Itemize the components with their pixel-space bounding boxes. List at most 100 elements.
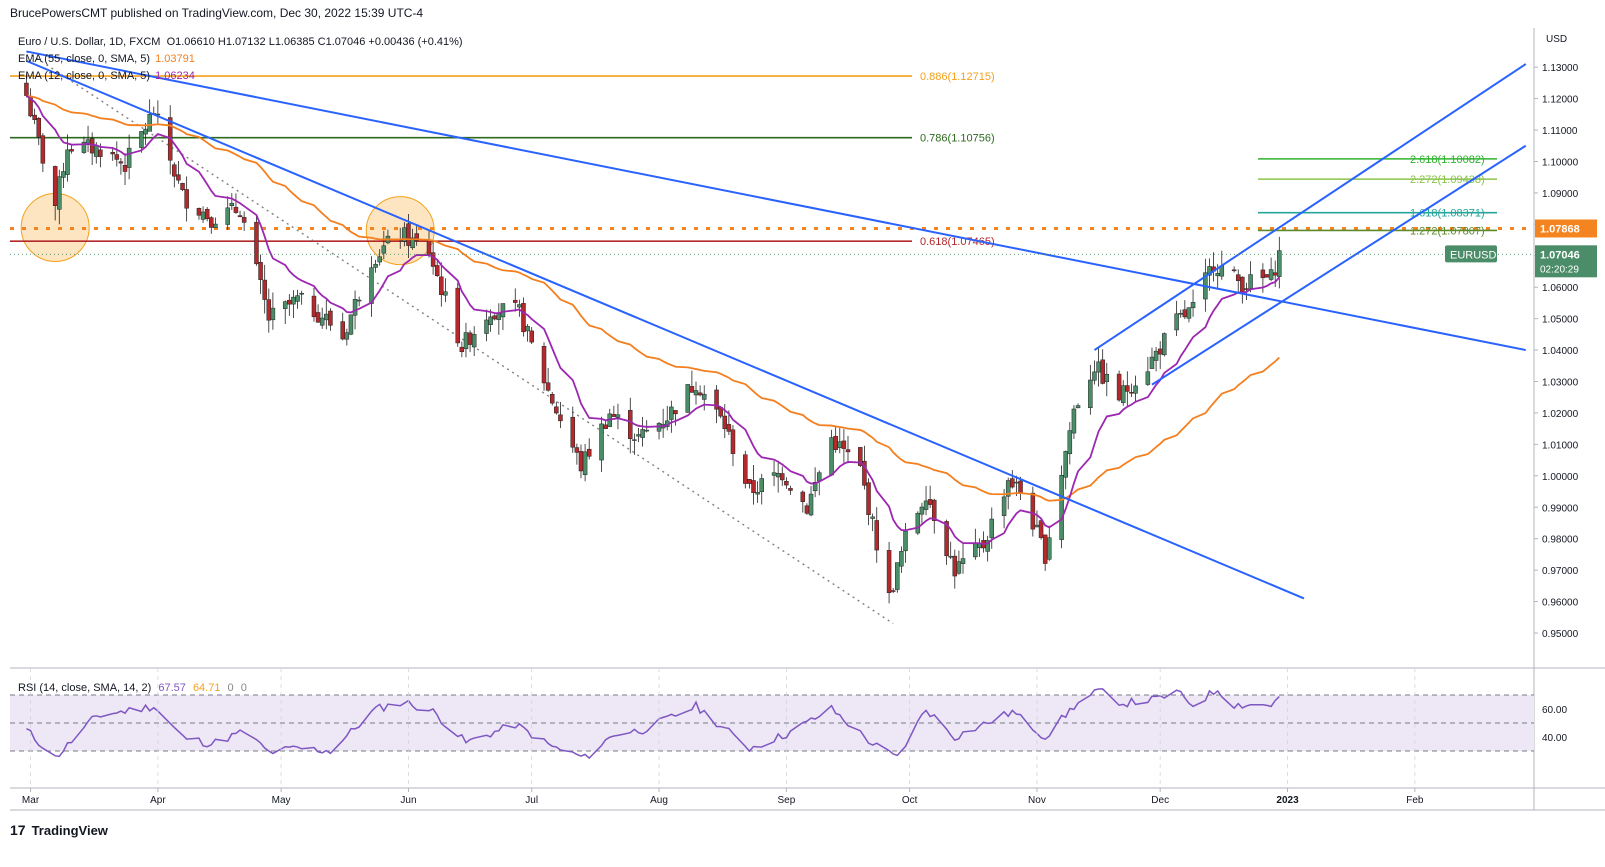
price-tick-label: 0.97000 <box>1542 566 1579 577</box>
candle-up <box>985 540 990 552</box>
candle-down <box>574 447 580 453</box>
candle-up <box>299 292 304 295</box>
candle-up <box>65 149 70 175</box>
candle-down <box>1157 348 1163 355</box>
candle-down <box>1018 480 1023 494</box>
candle-down <box>784 481 789 486</box>
price-tick-label: 0.98000 <box>1542 535 1579 546</box>
candle-down <box>743 454 748 484</box>
candle-up <box>632 439 637 441</box>
candle-down <box>788 488 793 491</box>
candle-down <box>196 208 202 216</box>
candle-up <box>373 263 378 268</box>
candle-up <box>948 555 953 558</box>
candle-down <box>1038 520 1044 538</box>
price-tick-label: 1.13000 <box>1542 63 1579 74</box>
candle-up <box>923 500 929 510</box>
candle-up <box>701 393 707 400</box>
price-tick-label: 1.05000 <box>1542 315 1579 326</box>
candle-down <box>406 223 411 246</box>
candle-up <box>1268 269 1274 280</box>
candle-up <box>225 207 230 225</box>
candle-up <box>410 237 415 248</box>
rsi-tick-label: 40.00 <box>1542 733 1567 744</box>
price-axis: 1.130001.120001.110001.100001.090001.080… <box>1534 34 1579 744</box>
candle-down <box>40 135 46 164</box>
candle-up <box>143 128 148 135</box>
candle-up <box>282 301 288 309</box>
candle-up <box>1178 312 1183 315</box>
candle-down <box>492 315 497 320</box>
candle-up <box>1104 374 1110 383</box>
fib-level-label: 0.786(1.10756) <box>920 133 995 145</box>
candle-up <box>599 423 604 461</box>
price-tick-label: 1.09000 <box>1542 189 1579 200</box>
candle-down <box>266 299 272 321</box>
candle-down <box>952 555 958 577</box>
ema12-line <box>25 94 1281 545</box>
candle-up <box>488 316 493 325</box>
candle-up <box>1034 524 1040 528</box>
candle-down <box>340 321 345 340</box>
candle-down <box>1272 272 1278 276</box>
candle-up <box>808 493 814 516</box>
time-axis: Mar Apr May Jun Jul Aug Sep Oct Nov Dec 2023 Feb <box>22 668 1424 806</box>
candle-up <box>525 326 530 332</box>
candle-down <box>845 449 851 453</box>
candle-down <box>110 152 115 155</box>
candle-down <box>434 265 440 276</box>
candle-up <box>463 332 469 350</box>
candle-up <box>1059 474 1064 540</box>
time-tick-label: Dec <box>1151 795 1169 806</box>
candle-up <box>915 512 921 534</box>
candle-up <box>291 296 296 305</box>
candle-down <box>254 221 259 265</box>
candle-up <box>381 245 387 254</box>
candle-up <box>960 558 966 564</box>
price-tick-label: 0.99000 <box>1542 503 1579 514</box>
rsi-zero-1: 0 <box>227 682 234 694</box>
candle-up <box>61 171 66 178</box>
rsi-plot <box>26 688 1280 760</box>
candle-down <box>726 424 732 432</box>
ema12-label: EMA (12, close, 0, SMA, 5) <box>18 70 151 82</box>
candle-up <box>1071 408 1077 434</box>
candle-down <box>118 161 124 164</box>
candle-up <box>582 451 588 475</box>
rsi-label: RSI (14, close, SMA, 14, 2) <box>18 682 152 694</box>
time-tick-label: Feb <box>1406 795 1424 806</box>
candle-down <box>890 590 896 592</box>
trendline <box>1151 144 1527 386</box>
candle-up <box>973 543 978 558</box>
candle-down <box>874 520 879 551</box>
rsi-tick-label: 60.00 <box>1542 705 1567 716</box>
candle-up <box>759 478 764 492</box>
candle-up <box>1162 333 1167 356</box>
time-tick-label: May <box>272 795 291 806</box>
price-tick-label: 1.04000 <box>1542 346 1579 357</box>
candle-up <box>870 516 875 519</box>
candle-down <box>545 382 551 391</box>
rsi-zero-2: 0 <box>240 682 247 694</box>
candle-up <box>837 441 843 448</box>
candle-up <box>1005 480 1011 497</box>
candle-up <box>1047 537 1052 560</box>
candle-down <box>714 389 719 410</box>
candle-down <box>328 310 333 326</box>
candle-up <box>1133 385 1138 394</box>
candle-down <box>114 154 120 160</box>
candle-up <box>200 211 206 220</box>
candle-down <box>841 440 847 449</box>
candle-down <box>258 262 263 280</box>
candle-down <box>1010 478 1015 488</box>
current-price-box <box>1535 245 1597 278</box>
candle-down <box>858 447 863 466</box>
tradingview-brand[interactable]: 17 TradingView <box>10 822 108 838</box>
tradingview-logo-icon: 17 <box>10 822 26 838</box>
candle-up <box>771 472 777 476</box>
candle-up <box>693 390 699 396</box>
price-tick-label: 1.10000 <box>1542 157 1579 168</box>
countdown-label: 02:20:29 <box>1540 264 1579 275</box>
candle-down <box>747 479 752 484</box>
fib-level-label: 0.618(1.07465) <box>920 236 995 248</box>
